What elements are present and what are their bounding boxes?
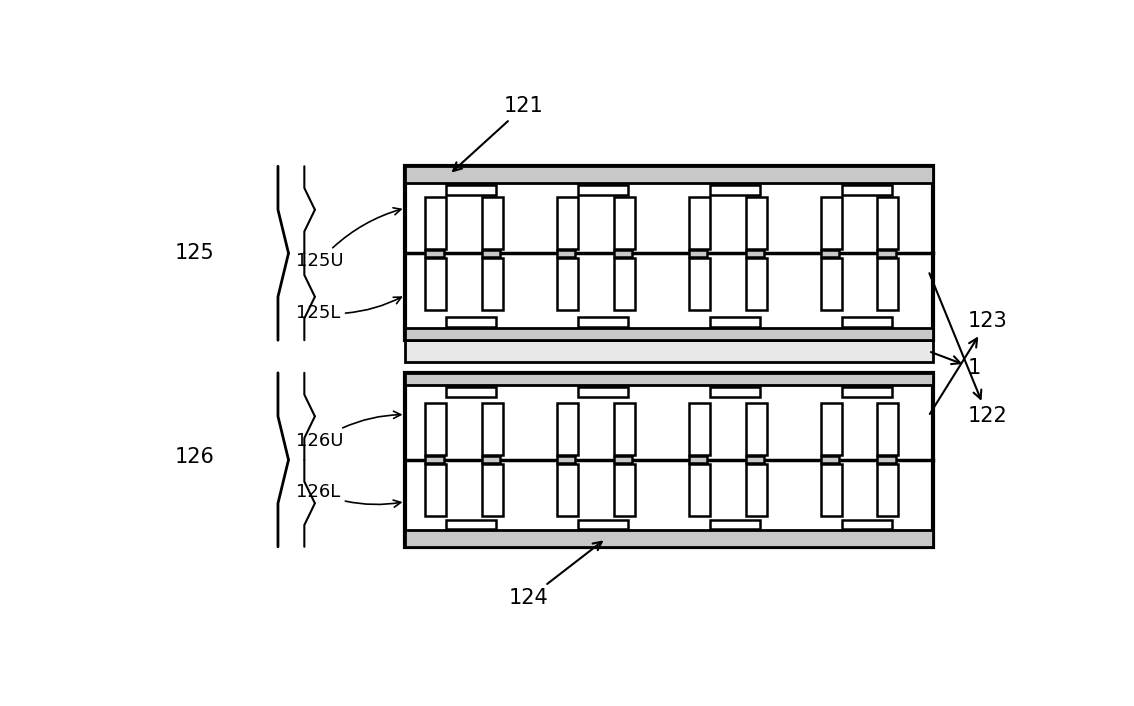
Bar (447, 317, 497, 327)
Bar (557, 464, 578, 516)
Bar (557, 403, 578, 455)
Bar (878, 197, 898, 249)
Bar (745, 456, 764, 463)
Text: 123: 123 (930, 311, 1008, 414)
Bar (821, 197, 841, 249)
Bar (578, 185, 628, 195)
Text: 121: 121 (454, 97, 544, 171)
Bar (745, 464, 767, 516)
Bar (821, 250, 839, 257)
Bar (557, 258, 578, 310)
Bar (447, 388, 497, 397)
Bar (841, 520, 891, 529)
Bar (688, 197, 710, 249)
Bar (425, 403, 447, 455)
Bar (878, 456, 896, 463)
Bar (425, 250, 443, 257)
Bar (688, 456, 708, 463)
Text: 125: 125 (175, 244, 214, 263)
Bar (710, 185, 760, 195)
Bar (425, 197, 447, 249)
Bar (745, 403, 767, 455)
Text: 126: 126 (175, 447, 214, 467)
Bar (482, 456, 500, 463)
Bar (425, 456, 443, 463)
Bar (578, 317, 628, 327)
Bar (688, 250, 708, 257)
Bar (688, 403, 710, 455)
Bar (878, 250, 896, 257)
Bar (405, 166, 932, 340)
Text: 125U: 125U (296, 208, 401, 270)
Bar (405, 328, 932, 340)
Bar (578, 520, 628, 529)
Bar (482, 403, 503, 455)
Bar (710, 520, 760, 529)
Bar (613, 197, 635, 249)
Bar (745, 197, 767, 249)
Bar (405, 530, 932, 546)
Bar (710, 317, 760, 327)
Bar (841, 317, 891, 327)
Bar (613, 258, 635, 310)
Bar (878, 464, 898, 516)
Bar (482, 258, 503, 310)
Text: 126L: 126L (296, 484, 400, 507)
Bar (425, 464, 447, 516)
Bar (710, 388, 760, 397)
Bar (613, 456, 632, 463)
Text: 1: 1 (931, 352, 981, 378)
Bar (405, 340, 932, 362)
Bar (613, 403, 635, 455)
Bar (557, 250, 575, 257)
Bar (821, 464, 841, 516)
Bar (447, 520, 497, 529)
Bar (557, 197, 578, 249)
Bar (688, 464, 710, 516)
Bar (405, 373, 932, 546)
Bar (841, 185, 891, 195)
Bar (482, 197, 503, 249)
Bar (482, 250, 500, 257)
Text: 126U: 126U (296, 411, 400, 450)
Bar (557, 456, 575, 463)
Text: 125L: 125L (296, 297, 401, 322)
Text: 122: 122 (930, 273, 1008, 426)
Bar (821, 258, 841, 310)
Bar (425, 258, 447, 310)
Bar (613, 464, 635, 516)
Bar (482, 464, 503, 516)
Bar (613, 250, 632, 257)
Bar (745, 250, 764, 257)
Bar (821, 403, 841, 455)
Bar (405, 373, 932, 385)
Bar (745, 258, 767, 310)
Bar (578, 388, 628, 397)
Bar (878, 403, 898, 455)
Bar (405, 166, 932, 183)
Bar (878, 258, 898, 310)
Text: 124: 124 (508, 542, 602, 609)
Bar (821, 456, 839, 463)
Bar (841, 388, 891, 397)
Bar (447, 185, 497, 195)
Bar (688, 258, 710, 310)
